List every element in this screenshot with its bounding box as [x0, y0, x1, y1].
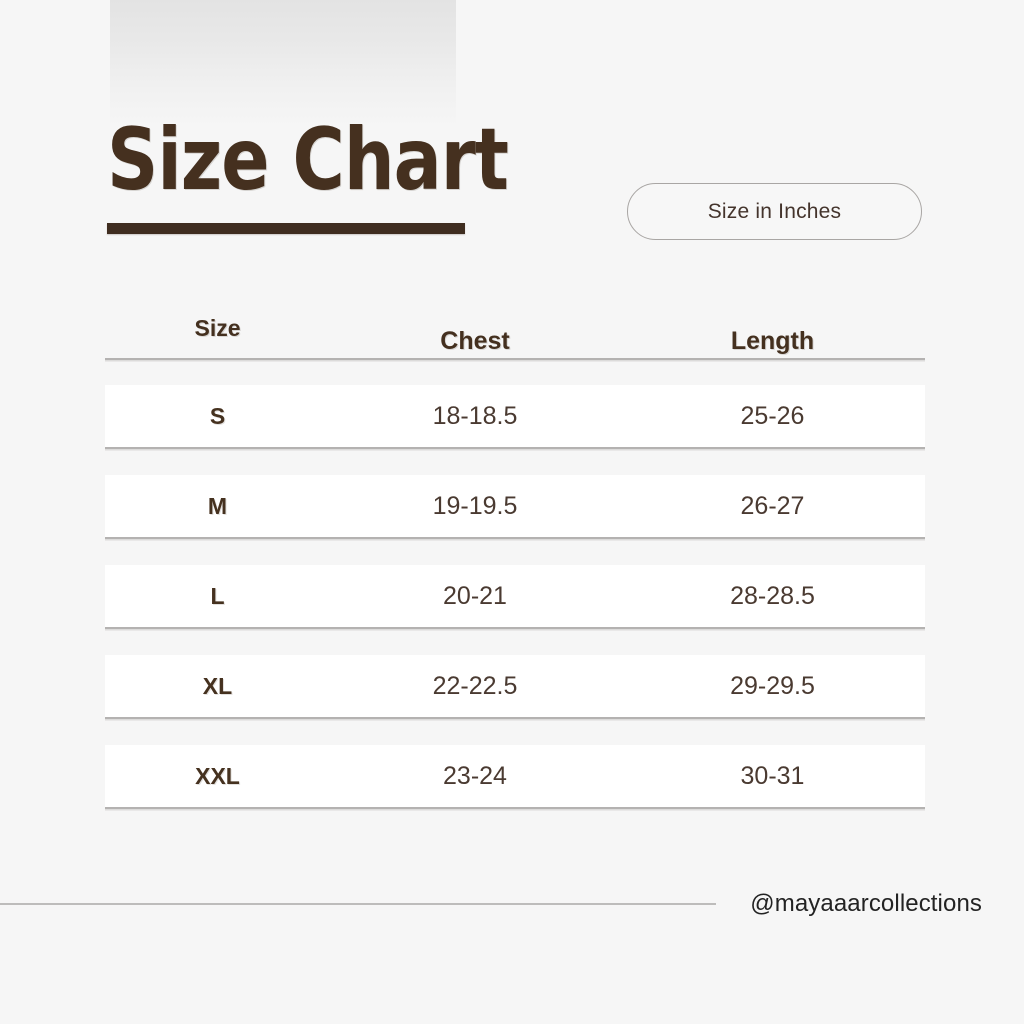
cell-chest: 22-22.5 — [432, 671, 518, 700]
table-row: M 19-19.5 26-27 — [105, 475, 925, 539]
cell-chest: 20-21 — [443, 581, 507, 610]
size-chart-table: Size Chest Length S 18-18.5 25-26 M 19-1… — [105, 300, 925, 809]
table-body: S 18-18.5 25-26 M 19-19.5 26-27 L 20-21 … — [105, 385, 925, 835]
table-header-row: Size Chest Length — [105, 300, 925, 358]
cell-size: L — [210, 582, 225, 609]
page-title: Size Chart — [107, 110, 509, 210]
unit-toggle-label: Size in Inches — [707, 199, 842, 223]
title-block: Size Chart — [107, 110, 543, 234]
column-header-chest: Chest — [440, 327, 510, 355]
cell-length: 26-27 — [740, 491, 805, 520]
unit-toggle-button[interactable]: Size in Inches — [627, 183, 922, 240]
cell-length: 30-31 — [740, 761, 805, 790]
footer-divider — [0, 903, 716, 905]
cell-length: 28-28.5 — [730, 581, 815, 610]
cell-size: M — [207, 492, 228, 519]
cell-size: S — [209, 402, 226, 429]
brand-handle: @mayaaarcollections — [750, 890, 982, 917]
cell-chest: 18-18.5 — [432, 401, 518, 430]
table-row: XXL 23-24 30-31 — [105, 745, 925, 809]
header-divider — [105, 358, 925, 360]
table-row: L 20-21 28-28.5 — [105, 565, 925, 629]
column-header-length: Length — [730, 327, 815, 355]
title-underline-bar — [107, 223, 465, 234]
cell-size: XL — [202, 672, 233, 699]
cell-length: 29-29.5 — [730, 671, 815, 700]
cell-size: XXL — [195, 762, 240, 789]
table-row: XL 22-22.5 29-29.5 — [105, 655, 925, 719]
table-row: S 18-18.5 25-26 — [105, 385, 925, 449]
cell-chest: 23-24 — [443, 761, 507, 790]
title-backdrop-gradient — [110, 0, 456, 128]
column-header-size: Size — [194, 315, 241, 341]
cell-chest: 19-19.5 — [432, 491, 518, 520]
cell-length: 25-26 — [740, 401, 805, 430]
